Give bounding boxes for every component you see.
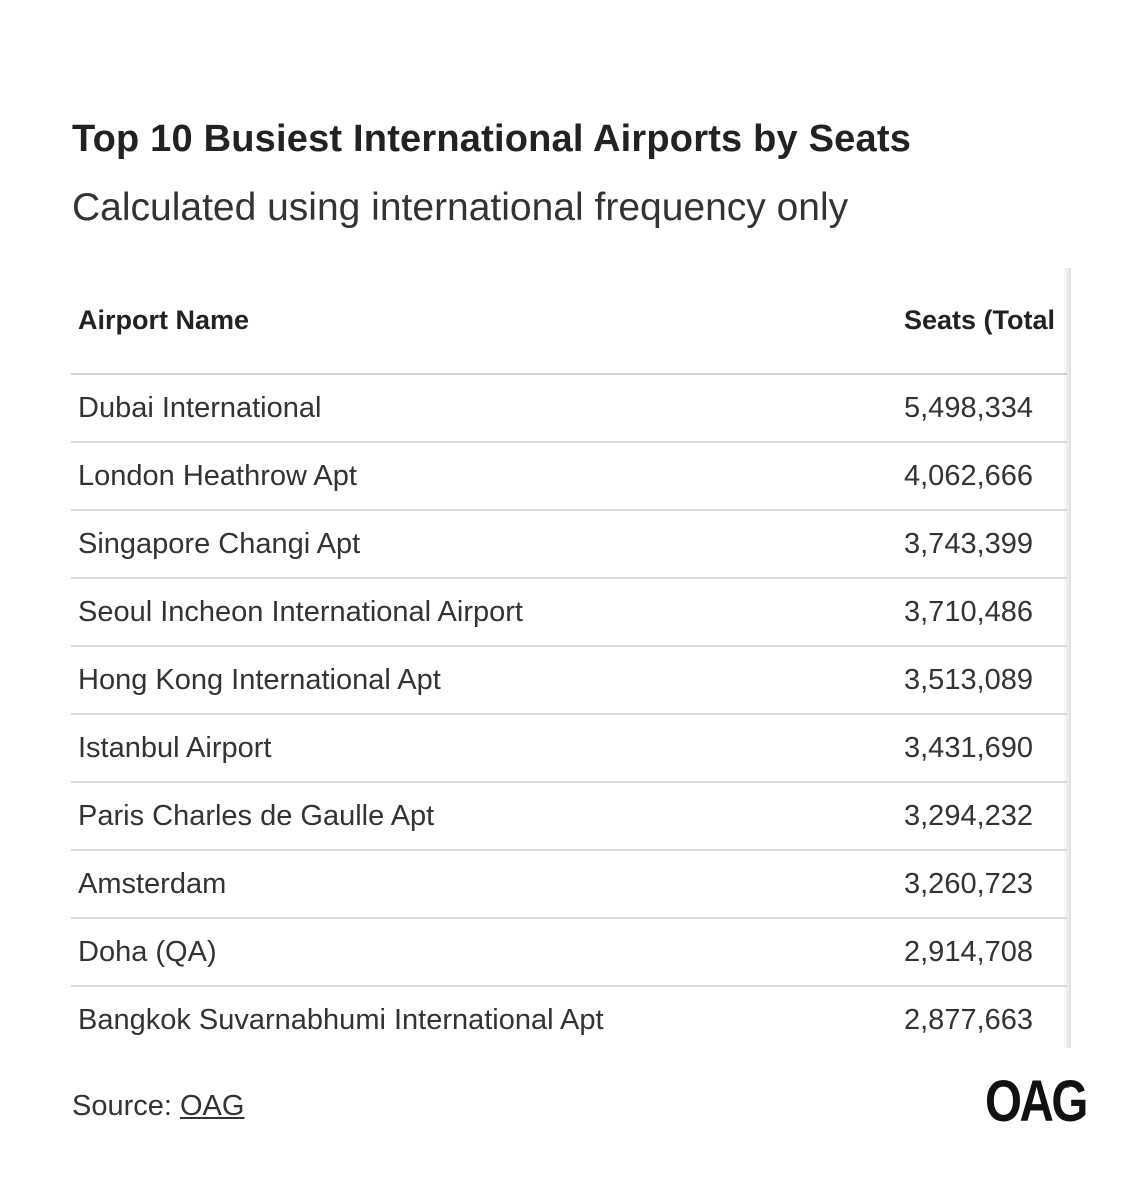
scroll-shadow [1064,268,1071,1048]
seats-cell: 3,431,690 [897,714,1067,783]
seats-cell: 4,062,666 [897,442,1067,511]
seats-cell: 3,743,399 [897,510,1067,579]
airport-name-cell: Dubai International [71,374,897,443]
airport-name-cell: Istanbul Airport [71,714,897,783]
airport-name-cell: Amsterdam [71,850,897,919]
table-row: Hong Kong International Apt 3,513,089 [71,646,1067,715]
seats-cell: 3,294,232 [897,782,1067,851]
source-note: Source: OAG [72,1090,244,1123]
table-row: Amsterdam 3,260,723 [71,850,1067,919]
table-body: Dubai International 5,498,334 London Heath… [71,374,1067,1048]
chart-subtitle: Calculated using international frequency… [72,186,849,229]
seats-cell: 3,513,089 [897,646,1067,715]
airport-name-cell: Doha (QA) [71,918,897,987]
source-link[interactable]: OAG [180,1090,245,1122]
column-header-seats[interactable]: Seats (Total [897,268,1067,375]
oag-logo: OAG [985,1069,1088,1134]
airport-name-cell: Singapore Changi Apt [71,510,897,579]
table-row: London Heathrow Apt 4,062,666 [71,442,1067,511]
seats-cell: 3,260,723 [897,850,1067,919]
airport-name-cell: Paris Charles de Gaulle Apt [71,782,897,851]
airport-name-cell: Seoul Incheon International Airport [71,578,897,647]
table-row: Paris Charles de Gaulle Apt 3,294,232 [71,782,1067,851]
table-row: Singapore Changi Apt 3,743,399 [71,510,1067,579]
column-header-airport-name[interactable]: Airport Name [71,268,897,375]
seats-cell: 5,498,334 [897,374,1067,443]
seats-cell: 2,877,663 [897,986,1067,1048]
airports-table: Airport Name Seats (Total Dubai Internat… [71,268,1067,1048]
airport-name-cell: London Heathrow Apt [71,442,897,511]
airport-name-cell: Bangkok Suvarnabhumi International Apt [71,986,897,1048]
table-row: Seoul Incheon International Airport 3,710… [71,578,1067,647]
seats-cell: 2,914,708 [897,918,1067,987]
registered-mark-icon: ® [1064,1080,1071,1090]
airport-name-cell: Hong Kong International Apt [71,646,897,715]
table-container[interactable]: Airport Name Seats (Total Dubai Internat… [71,268,1067,1048]
seats-cell: 3,710,486 [897,578,1067,647]
source-label: Source: [72,1090,180,1122]
chart-title: Top 10 Busiest International Airports by… [72,118,912,160]
table-header-row: Airport Name Seats (Total [71,268,1067,375]
table-row: Bangkok Suvarnabhumi International Apt 2,… [71,986,1067,1048]
table-row: Doha (QA) 2,914,708 [71,918,1067,987]
table-row: Dubai International 5,498,334 [71,374,1067,443]
table-row: Istanbul Airport 3,431,690 [71,714,1067,783]
